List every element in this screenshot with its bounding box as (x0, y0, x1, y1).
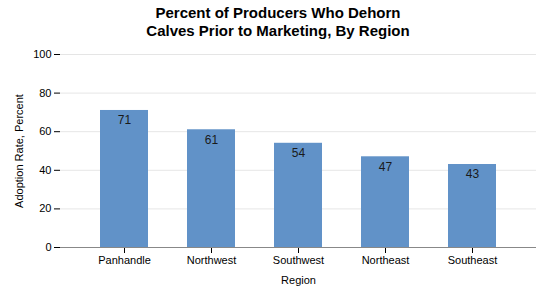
svg-text:61: 61 (205, 133, 219, 147)
svg-text:71: 71 (118, 113, 132, 127)
svg-text:60: 60 (39, 125, 51, 137)
svg-text:Region: Region (281, 274, 316, 286)
svg-text:54: 54 (292, 146, 306, 160)
svg-text:Northeast: Northeast (362, 254, 410, 266)
svg-text:Panhandle: Panhandle (98, 254, 151, 266)
svg-text:Adoption Rate, Percent: Adoption Rate, Percent (13, 94, 25, 208)
svg-text:47: 47 (379, 160, 393, 174)
svg-text:20: 20 (39, 202, 51, 214)
svg-text:Southeast: Southeast (448, 254, 498, 266)
svg-text:Southwest: Southwest (273, 254, 324, 266)
svg-text:80: 80 (39, 87, 51, 99)
html-text:Percent of Producers Who Dehor: Percent of Producers Who Dehorn Calves P… (146, 4, 410, 39)
svg-text:100: 100 (33, 48, 51, 60)
svg-text:43: 43 (466, 167, 480, 181)
svg-text:Northwest: Northwest (187, 254, 237, 266)
svg-text:40: 40 (39, 164, 51, 176)
svg-text:0: 0 (45, 241, 51, 253)
